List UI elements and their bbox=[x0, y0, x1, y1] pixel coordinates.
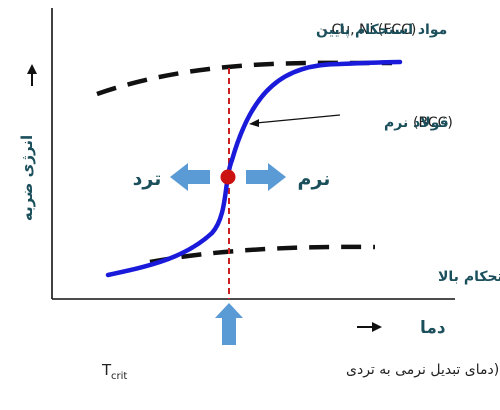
right-arrow-icon bbox=[246, 163, 286, 191]
bcc-pointer-head bbox=[249, 119, 259, 127]
bcc-pointer-line bbox=[255, 114, 341, 124]
fcc-label-persian: مواد استحکام پایین bbox=[316, 22, 447, 38]
lower-dashed-curve bbox=[149, 244, 376, 265]
bcc-steel-curve bbox=[105, 59, 403, 278]
soft-label: نرم bbox=[298, 168, 331, 190]
x-axis-label: دما bbox=[420, 318, 446, 338]
tcrit-label-t: T bbox=[101, 361, 112, 379]
fcc-label-english: - Cu, Ni (FCC) bbox=[322, 22, 416, 38]
tcrit-description: (دمای تبدیل نرمی به تردی bbox=[346, 362, 499, 378]
left-arrow-icon bbox=[170, 163, 210, 191]
x-axis-arrow-icon bbox=[372, 322, 382, 332]
brittle-label: ترد bbox=[133, 168, 162, 190]
y-axis-label: انرژی ضربه bbox=[18, 135, 36, 221]
up-arrow-icon bbox=[215, 303, 243, 345]
upper-dashed-curve bbox=[96, 60, 392, 97]
transition-point bbox=[220, 169, 236, 185]
bcc-label-persian: فولاد نرم bbox=[384, 115, 449, 131]
y-axis-arrow-icon bbox=[27, 64, 37, 74]
tcrit-label-sub: crit bbox=[111, 371, 127, 382]
bcc-label-english: (BCC) bbox=[413, 115, 453, 131]
high-strength-label: مواد استحکام بالا bbox=[438, 269, 500, 285]
